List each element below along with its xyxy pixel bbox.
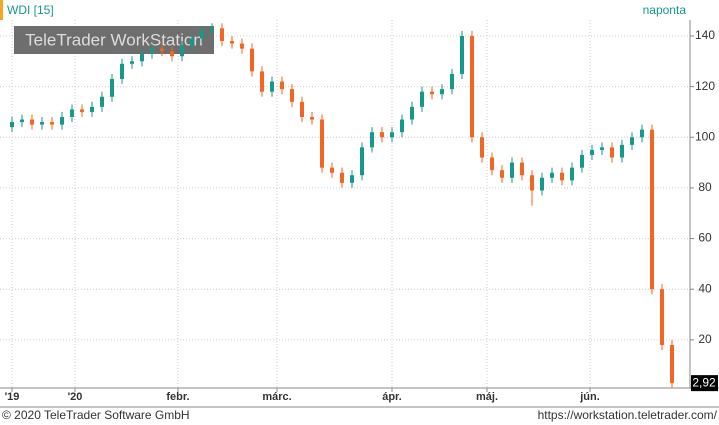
candle-body bbox=[480, 137, 484, 158]
candle-body bbox=[510, 162, 514, 178]
x-tick-label: máj. bbox=[476, 391, 498, 403]
candle-body bbox=[450, 73, 454, 90]
candle-body bbox=[360, 147, 364, 176]
y-tick-label: 60 bbox=[698, 231, 712, 245]
x-tick-label: febr. bbox=[166, 391, 189, 403]
candle-body bbox=[150, 48, 154, 54]
candle-body bbox=[290, 89, 294, 102]
x-tick-label: '20 bbox=[68, 391, 83, 403]
x-tick-label: jún. bbox=[579, 391, 600, 403]
candle-body bbox=[600, 147, 604, 150]
candle-body bbox=[400, 119, 404, 133]
y-tick-label: 140 bbox=[695, 28, 715, 42]
candle-body bbox=[110, 79, 114, 97]
candle-body bbox=[500, 170, 504, 178]
interval-label: naponta bbox=[643, 3, 687, 17]
candle-body bbox=[440, 89, 444, 95]
candle-body bbox=[230, 41, 234, 44]
candle-body bbox=[430, 91, 434, 95]
candle-body bbox=[220, 28, 224, 42]
candle-body bbox=[70, 109, 74, 118]
candle-body bbox=[100, 96, 104, 107]
candle-body bbox=[80, 109, 84, 112]
candles bbox=[10, 23, 674, 388]
candle-body bbox=[130, 61, 134, 64]
candle-body bbox=[310, 117, 314, 120]
candle-body bbox=[620, 144, 624, 158]
y-tick-label: 100 bbox=[695, 129, 715, 143]
candle-body bbox=[30, 119, 34, 125]
y-tick-label: 40 bbox=[698, 281, 712, 295]
candle-body bbox=[570, 167, 574, 181]
candle-body bbox=[330, 167, 334, 173]
y-tick-label: 120 bbox=[695, 79, 715, 93]
x-tick-label: ápr. bbox=[382, 391, 402, 403]
candle-body bbox=[550, 172, 554, 178]
footer-url: https://workstation.teletrader.com/ bbox=[538, 408, 718, 422]
candle-body bbox=[180, 46, 184, 57]
watermark: TeleTrader WorkStation bbox=[25, 30, 203, 49]
candle-body bbox=[320, 119, 324, 168]
candle-body bbox=[10, 122, 14, 128]
candle-body bbox=[190, 38, 194, 47]
candle-body bbox=[120, 63, 124, 80]
candle-body bbox=[630, 137, 634, 145]
candle-body bbox=[370, 132, 374, 148]
candle-body bbox=[660, 289, 664, 345]
candle-body bbox=[460, 35, 464, 74]
y-tick-label: 20 bbox=[698, 332, 712, 346]
candle-body bbox=[610, 147, 614, 158]
candle-body bbox=[580, 154, 584, 168]
candle-body bbox=[380, 132, 384, 138]
candle-body bbox=[40, 122, 44, 125]
candle-body bbox=[140, 53, 144, 62]
instrument-title: WDI [15] bbox=[7, 3, 54, 17]
candle-body bbox=[60, 117, 64, 125]
footer-copyright: © 2020 TeleTrader Software GmbH bbox=[2, 408, 190, 422]
x-tick-label: márc. bbox=[262, 391, 291, 403]
y-tick-label: 80 bbox=[698, 180, 712, 194]
candle-body bbox=[280, 81, 284, 90]
candle-body bbox=[560, 172, 564, 181]
candle-body bbox=[90, 106, 94, 112]
candle-body bbox=[160, 48, 164, 52]
candle-body bbox=[670, 344, 674, 384]
candle-body bbox=[20, 119, 24, 123]
candle-body bbox=[530, 175, 534, 191]
candle-body bbox=[350, 175, 354, 183]
candle-body bbox=[490, 157, 494, 171]
candle-body bbox=[540, 177, 544, 191]
candle-body bbox=[410, 106, 414, 120]
series-marker bbox=[0, 0, 3, 20]
candle-body bbox=[470, 35, 474, 138]
candle-body bbox=[340, 172, 344, 183]
last-price-label: 2,92 bbox=[692, 375, 716, 389]
candle-body bbox=[300, 101, 304, 118]
candle-body bbox=[520, 162, 524, 176]
candle-body bbox=[270, 81, 274, 92]
candle-body bbox=[650, 129, 654, 290]
candle-body bbox=[200, 30, 204, 39]
candle-body bbox=[240, 43, 244, 49]
candle-body bbox=[260, 71, 264, 92]
candle-body bbox=[170, 51, 174, 57]
candle-body bbox=[390, 132, 394, 138]
candle-body bbox=[250, 48, 254, 72]
candle-body bbox=[50, 122, 54, 125]
x-tick-label: '19 bbox=[5, 391, 20, 403]
candle-body bbox=[640, 129, 644, 138]
candle-body bbox=[590, 149, 594, 155]
candle-body bbox=[210, 28, 214, 31]
candle-body bbox=[420, 91, 424, 107]
last-price-box bbox=[691, 375, 718, 392]
